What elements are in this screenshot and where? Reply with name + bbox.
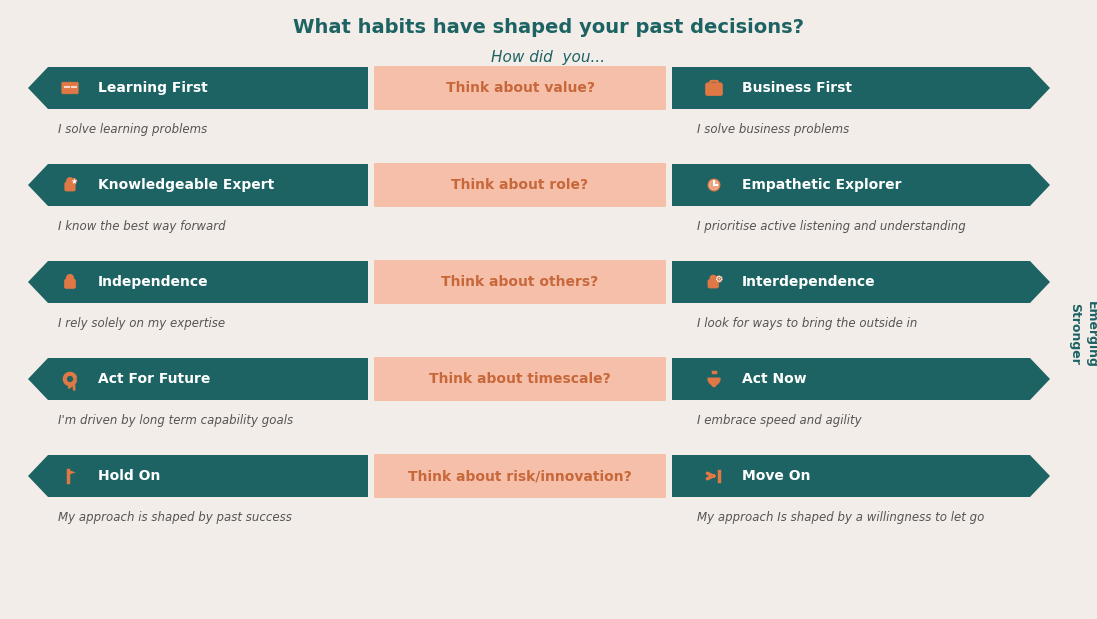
Circle shape — [712, 383, 715, 386]
Polygon shape — [29, 358, 367, 400]
Text: Think about timescale?: Think about timescale? — [429, 372, 611, 386]
Text: I look for ways to bring the outside in: I look for ways to bring the outside in — [697, 317, 917, 330]
Polygon shape — [672, 164, 1050, 206]
Text: Learning First: Learning First — [98, 81, 207, 95]
Circle shape — [67, 275, 73, 282]
Text: Emerging
Stronger: Emerging Stronger — [1068, 301, 1097, 368]
FancyBboxPatch shape — [69, 82, 78, 94]
Polygon shape — [708, 378, 720, 385]
Text: Business First: Business First — [742, 81, 852, 95]
FancyBboxPatch shape — [705, 83, 723, 95]
Text: Act For Future: Act For Future — [98, 372, 211, 386]
Text: Knowledgeable Expert: Knowledgeable Expert — [98, 178, 274, 192]
FancyBboxPatch shape — [374, 260, 666, 304]
Text: Empathetic Explorer: Empathetic Explorer — [742, 178, 902, 192]
Polygon shape — [672, 358, 1050, 400]
Polygon shape — [29, 67, 367, 109]
Polygon shape — [672, 455, 1050, 497]
FancyBboxPatch shape — [374, 357, 666, 401]
Text: Think about risk/innovation?: Think about risk/innovation? — [408, 469, 632, 483]
Text: Think about others?: Think about others? — [441, 275, 599, 289]
Text: I embrace speed and agility: I embrace speed and agility — [697, 414, 861, 427]
Text: I prioritise active listening and understanding: I prioritise active listening and unders… — [697, 220, 965, 233]
Text: What habits have shaped your past decisions?: What habits have shaped your past decisi… — [293, 18, 804, 37]
Text: I'm driven by long term capability goals: I'm driven by long term capability goals — [58, 414, 293, 427]
Text: Interdependence: Interdependence — [742, 275, 875, 289]
Circle shape — [710, 180, 719, 189]
Text: ⚙: ⚙ — [714, 275, 723, 284]
Polygon shape — [68, 470, 76, 475]
Circle shape — [71, 179, 76, 183]
Circle shape — [710, 275, 716, 282]
Text: I solve business problems: I solve business problems — [697, 123, 849, 136]
Text: How did  you...: How did you... — [491, 50, 606, 65]
Text: I rely solely on my expertise: I rely solely on my expertise — [58, 317, 225, 330]
FancyBboxPatch shape — [374, 163, 666, 207]
Polygon shape — [29, 261, 367, 303]
Circle shape — [67, 178, 73, 184]
Text: Move On: Move On — [742, 469, 811, 483]
Polygon shape — [672, 261, 1050, 303]
FancyBboxPatch shape — [64, 279, 76, 289]
FancyBboxPatch shape — [61, 82, 70, 94]
FancyBboxPatch shape — [708, 279, 719, 288]
Text: Independence: Independence — [98, 275, 208, 289]
FancyBboxPatch shape — [374, 66, 666, 110]
Text: My approach Is shaped by a willingness to let go: My approach Is shaped by a willingness t… — [697, 511, 984, 524]
Text: I solve learning problems: I solve learning problems — [58, 123, 207, 136]
Polygon shape — [672, 67, 1050, 109]
Circle shape — [709, 180, 720, 191]
Text: ★: ★ — [70, 176, 78, 186]
Polygon shape — [29, 455, 367, 497]
Text: Think about role?: Think about role? — [452, 178, 589, 192]
Text: I know the best way forward: I know the best way forward — [58, 220, 226, 233]
Polygon shape — [29, 164, 367, 206]
Text: Hold On: Hold On — [98, 469, 160, 483]
Text: Think about value?: Think about value? — [445, 81, 595, 95]
Circle shape — [715, 276, 722, 282]
Text: My approach is shaped by past success: My approach is shaped by past success — [58, 511, 292, 524]
FancyBboxPatch shape — [65, 182, 76, 191]
Text: Act Now: Act Now — [742, 372, 806, 386]
FancyBboxPatch shape — [374, 454, 666, 498]
